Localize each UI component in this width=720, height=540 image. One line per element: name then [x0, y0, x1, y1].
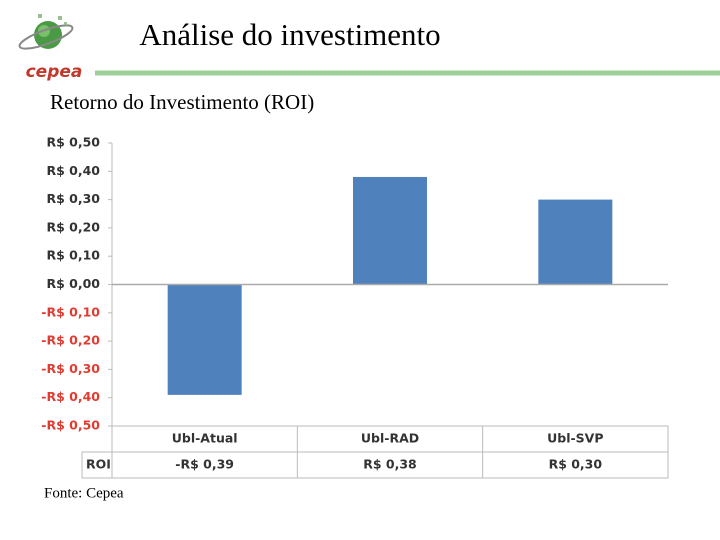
y-tick-label: -R$ 0,30: [41, 361, 100, 376]
logo: cepea: [18, 14, 83, 82]
source-note: Fonte: Cepea: [44, 485, 124, 501]
y-tick-label: R$ 0,40: [46, 163, 100, 178]
value-label: -R$ 0,39: [175, 457, 234, 472]
y-tick-label: R$ 0,30: [46, 191, 100, 206]
plot-area: -R$ 0,50 -R$ 0,40 -R$ 0,30 -R$ 0,20 -R$ 0,10…: [41, 135, 669, 479]
logo-orbit: [18, 24, 74, 50]
y-tick-label: R$ 0,20: [46, 219, 100, 234]
x-tick-label: Ubl-Atual: [172, 431, 238, 446]
bar: [538, 199, 613, 285]
logo-pixel: [58, 16, 62, 20]
legend-label: ROI: [86, 457, 111, 472]
y-tick-label: -R$ 0,50: [41, 418, 100, 433]
slide-title: Análise do investimento: [139, 17, 440, 52]
y-tick-label: -R$ 0,10: [41, 304, 100, 319]
bar: [353, 176, 427, 285]
value-label: R$ 0,38: [363, 457, 417, 472]
y-tick-label: R$ 0,10: [46, 248, 100, 263]
y-tick-label: R$ 0,00: [46, 276, 100, 291]
value-label: R$ 0,30: [549, 457, 603, 472]
bar: [167, 284, 242, 395]
y-tick-label: -R$ 0,20: [41, 333, 100, 348]
logo-pixel: [38, 14, 42, 18]
chart-title: Retorno do Investimento (ROI): [50, 90, 314, 114]
x-tick-label: Ubl-RAD: [361, 431, 419, 446]
x-tick-label: Ubl-SVP: [547, 431, 603, 446]
y-tick-label: R$ 0,50: [46, 135, 100, 150]
table-border: [81, 451, 113, 479]
logo-pixel: [64, 22, 67, 25]
y-tick-label: -R$ 0,40: [41, 389, 100, 404]
logo-text: cepea: [26, 62, 83, 82]
